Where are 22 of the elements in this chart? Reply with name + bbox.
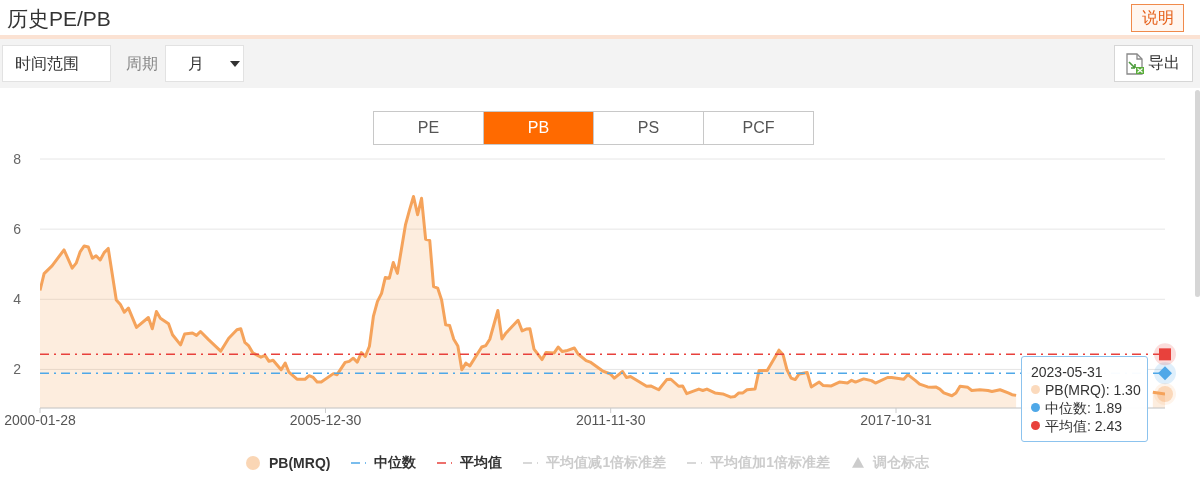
text: PB <box>483 111 594 145</box>
annotation: 2023-05-31 PB(MRQ): 1.30 中位数: 1.89 平均值: 2.43 <box>1031 362 1141 435</box>
y-tick-label: 8 <box>13 150 22 167</box>
x-tick-label: 2017-10-31 <box>860 411 933 428</box>
chart-title: 历史PE/PB <box>7 6 111 32</box>
x-tick-label: 2005-12-30 <box>289 411 362 428</box>
legend-label: 中位数 <box>374 454 417 472</box>
text: PCF <box>703 111 814 145</box>
y-tick-label: 6 <box>13 221 22 238</box>
text: 月 <box>165 45 244 82</box>
legend-label: 平均值 <box>460 454 503 472</box>
text: PS <box>593 111 704 145</box>
x-tick-label: 2011-11-30 <box>575 411 646 428</box>
x-tick-label: 2000-01-28 <box>4 411 77 428</box>
text: 周期 <box>126 54 158 74</box>
legend-label: PB(MRQ) <box>269 455 331 471</box>
y-tick-label: 2 <box>13 361 22 378</box>
text: 导出 <box>1148 53 1180 73</box>
y-tick-label: 4 <box>13 291 22 308</box>
text: 说明 <box>1131 4 1184 32</box>
text: PE <box>373 111 484 145</box>
text: 时间范围 <box>2 45 111 82</box>
